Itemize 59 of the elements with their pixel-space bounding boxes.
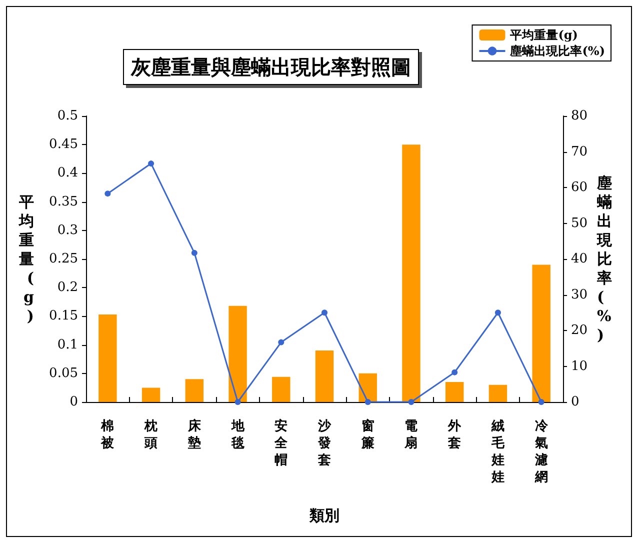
bar	[228, 306, 247, 402]
x-tick-label: 絨毛娃娃	[490, 419, 506, 485]
point	[234, 399, 241, 405]
bar	[142, 388, 160, 402]
y-tick-label: 0.35	[49, 194, 78, 210]
chart-title: 灰塵重量與塵蟎出現比率對照圖	[130, 55, 411, 79]
y-tick-label: 0.25	[49, 252, 78, 266]
y-axis-title: 平均重量(g)	[18, 193, 34, 325]
text: 塵蟎出現比率(%)	[597, 174, 612, 344]
point	[191, 250, 198, 256]
x-tick-label: 沙發套	[317, 419, 332, 468]
bar	[488, 384, 508, 402]
bar	[272, 376, 290, 402]
point	[148, 160, 154, 167]
x-tick-label: 冷氣濾網	[534, 419, 549, 485]
x-tick-label: 枕頭	[144, 419, 158, 451]
y2-tick-label: 30	[571, 287, 588, 302]
point	[278, 339, 284, 346]
bar	[358, 373, 377, 402]
y2-tick-label: 50	[571, 216, 588, 231]
point	[104, 190, 111, 197]
x-tick-label: 外套	[447, 419, 462, 451]
y-tick-label: 0.1	[57, 337, 78, 352]
y-tick-label: 0.45	[49, 137, 78, 152]
y-tick-label: 0.3	[57, 222, 78, 238]
bar	[402, 144, 420, 402]
legend-label: 平均重量(g)	[509, 28, 578, 42]
y-tick-label: 0.15	[49, 308, 78, 324]
point	[452, 369, 458, 376]
bar	[315, 350, 334, 402]
point	[408, 399, 414, 405]
y2-tick-label: 10	[571, 358, 588, 374]
y2-tick-label: 60	[571, 180, 588, 195]
legend-label: 塵蟎出現比率(%)	[509, 44, 606, 58]
y-tick-label: 0	[70, 394, 78, 410]
bar	[445, 382, 464, 402]
y2-tick-label: 0	[571, 394, 580, 410]
x-axis-title: 類別	[308, 506, 340, 524]
point	[494, 310, 501, 316]
y-tick-label: 0.5	[57, 108, 78, 124]
y2-tick-label: 20	[571, 323, 588, 338]
point	[364, 399, 371, 405]
x-tick-label: 電扇	[404, 419, 418, 451]
y2-tick-label: 70	[571, 144, 588, 160]
point	[538, 399, 544, 405]
y-tick-label: 0.05	[49, 366, 78, 381]
x-tick-label: 床墊	[186, 418, 202, 451]
point	[322, 310, 328, 316]
y2-tick-label: 80	[571, 108, 588, 124]
y-tick-label: 0.4	[57, 166, 78, 181]
bar	[185, 379, 204, 402]
bar	[532, 264, 550, 402]
y2-tick-label: 40	[571, 252, 588, 266]
y-tick-label: 0.2	[57, 280, 78, 296]
x-tick-label: 安全帽	[274, 418, 289, 468]
bar	[98, 314, 117, 402]
x-tick-label: 地毯	[230, 419, 246, 451]
x-tick-label: 窗簾	[360, 418, 374, 451]
x-tick-label: 棉被	[100, 419, 116, 451]
